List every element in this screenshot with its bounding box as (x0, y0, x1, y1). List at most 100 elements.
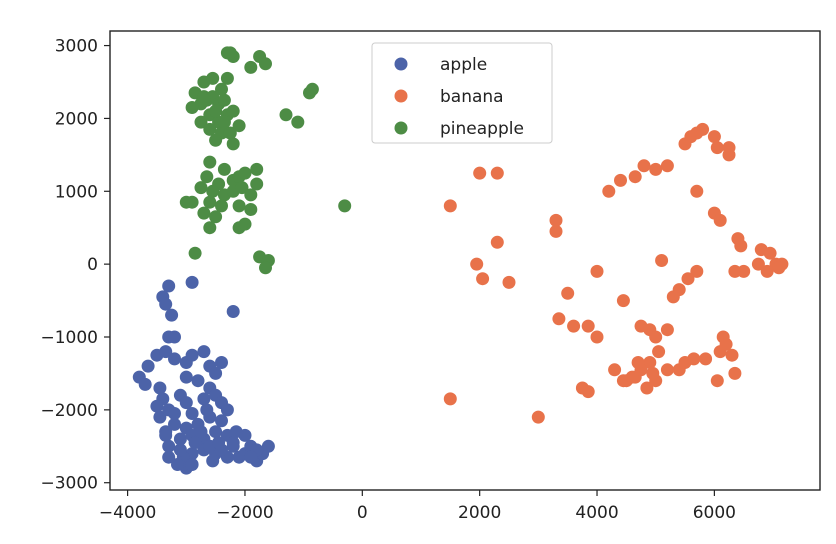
point-banana-72 (719, 337, 733, 351)
point-banana-16 (590, 264, 604, 278)
y-tick-label: −3000 (40, 474, 98, 494)
point-banana-0 (443, 199, 457, 213)
point-banana-7 (443, 392, 457, 406)
y-axis: 3000 2000 1000 0 −1000 −2000 −3000 (40, 37, 110, 494)
point-pineapple-35 (250, 162, 264, 176)
point-banana-5 (476, 272, 490, 286)
point-banana-35 (713, 213, 727, 227)
point-apple-56 (173, 443, 187, 457)
point-pineapple-38 (206, 184, 220, 198)
y-tick-label: 1000 (55, 182, 98, 202)
point-pineapple-31 (200, 170, 214, 184)
point-pineapple-51 (203, 221, 217, 235)
point-banana-9 (549, 213, 563, 227)
point-banana-2 (490, 166, 504, 180)
point-banana-62 (608, 363, 622, 377)
point-banana-56 (660, 323, 674, 337)
point-apple-57 (162, 450, 176, 464)
legend-box (371, 42, 553, 144)
point-pineapple-7 (220, 71, 234, 85)
point-pineapple-23 (232, 119, 246, 133)
point-pineapple-55 (188, 246, 202, 260)
x-tick-label: 2000 (458, 503, 501, 523)
y-tick-label: 0 (87, 255, 98, 275)
point-banana-52 (616, 294, 630, 308)
legend-label-apple: apple (440, 55, 487, 75)
point-banana-69 (699, 352, 713, 366)
point-apple-34 (220, 403, 234, 417)
point-pineapple-42 (244, 188, 258, 202)
point-apple-9 (141, 359, 155, 373)
point-apple-21 (179, 370, 193, 384)
x-tick-label: −2000 (216, 503, 274, 523)
point-apple-13 (168, 352, 181, 366)
point-banana-77 (672, 363, 686, 377)
point-apple-2 (159, 297, 173, 311)
point-pineapple-59 (338, 199, 352, 213)
point-pineapple-19 (194, 115, 208, 129)
point-banana-15 (590, 330, 604, 344)
point-apple-68 (226, 436, 240, 450)
point-banana-3 (490, 235, 504, 249)
point-apple-77 (206, 454, 220, 468)
point-pineapple-43 (250, 177, 264, 191)
point-banana-19 (602, 184, 616, 198)
point-pineapple-14 (217, 93, 231, 107)
point-pineapple-29 (305, 82, 319, 96)
point-pineapple-63 (209, 104, 223, 118)
point-banana-42 (772, 261, 786, 275)
point-apple-18 (215, 356, 228, 369)
point-apple-69 (168, 407, 181, 420)
y-tick-label: −2000 (40, 401, 98, 421)
point-apple-45 (209, 425, 223, 439)
point-banana-28 (696, 122, 710, 136)
legend-label-pineapple: pineapple (440, 119, 524, 139)
y-tick-label: 2000 (55, 109, 98, 129)
point-apple-71 (200, 403, 214, 417)
point-banana-75 (710, 374, 724, 388)
y-tick-label: 3000 (55, 37, 98, 57)
point-banana-39 (763, 246, 777, 260)
point-banana-13 (567, 319, 581, 333)
point-apple-25 (153, 410, 167, 424)
point-banana-79 (625, 370, 639, 384)
point-pineapple-22 (223, 126, 237, 140)
point-banana-51 (655, 254, 669, 267)
point-pineapple-62 (197, 90, 211, 104)
point-pineapple-58 (259, 261, 272, 275)
point-pineapple-45 (215, 199, 228, 213)
x-tick-label: −4000 (99, 503, 157, 523)
point-banana-11 (561, 286, 575, 300)
point-banana-47 (690, 264, 704, 278)
point-banana-43 (760, 264, 774, 278)
point-apple-42 (173, 432, 187, 446)
point-pineapple-47 (244, 203, 258, 216)
point-pineapple-46 (232, 199, 246, 213)
legend: apple banana pineapple (371, 42, 553, 144)
point-pineapple-20 (203, 122, 217, 136)
x-tick-label: 6000 (693, 503, 736, 523)
point-pineapple-25 (226, 137, 240, 151)
point-apple-7 (168, 330, 181, 344)
point-apple-12 (159, 345, 173, 359)
point-banana-1 (473, 166, 487, 180)
point-banana-73 (725, 348, 739, 362)
point-apple-65 (261, 439, 275, 453)
point-banana-24 (660, 159, 674, 173)
point-apple-24 (150, 399, 164, 413)
point-pineapple-26 (279, 108, 293, 122)
point-pineapple-61 (215, 82, 228, 96)
y-tick-label: −1000 (40, 328, 98, 348)
point-banana-50 (666, 290, 680, 304)
point-banana-21 (628, 170, 642, 184)
point-banana-8 (531, 410, 545, 424)
point-pineapple-54 (179, 195, 193, 209)
point-banana-48 (681, 272, 695, 286)
point-apple-20 (191, 374, 205, 388)
point-apple-29 (185, 407, 199, 420)
point-apple-76 (171, 458, 184, 471)
point-banana-68 (687, 352, 701, 366)
point-banana-58 (643, 356, 657, 369)
point-pineapple-65 (238, 166, 252, 180)
point-banana-74 (728, 366, 742, 380)
